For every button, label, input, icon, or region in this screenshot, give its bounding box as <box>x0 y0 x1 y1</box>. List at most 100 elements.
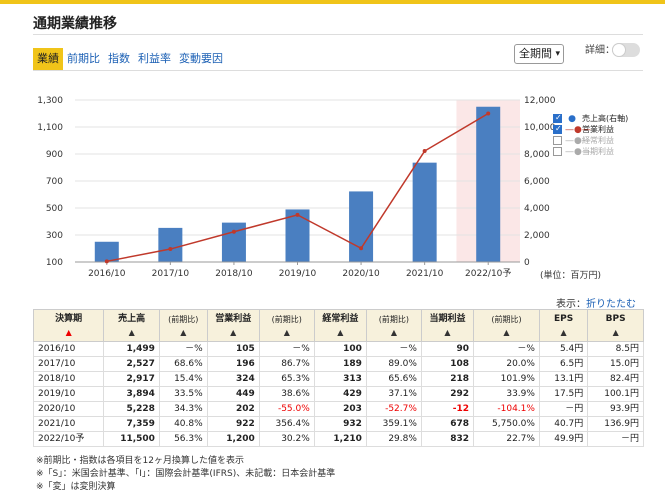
tab-bar: 業績 前期比 指数 利益率 変動要因 <box>33 48 227 70</box>
bar-sales <box>158 227 183 262</box>
table-cell: -12 <box>420 401 475 417</box>
bar-sales <box>412 162 437 262</box>
bar-sales <box>476 106 501 262</box>
tab-4[interactable]: 変動要因 <box>179 52 223 65</box>
sort-arrow-icon[interactable]: ▲ <box>337 327 344 337</box>
tab-3[interactable]: 利益率 <box>138 52 171 65</box>
table-cell: 429 <box>313 386 367 402</box>
column-header-label: EPS <box>554 313 574 324</box>
legend-item-1[interactable]: —●—営業利益 <box>553 124 628 135</box>
column-header[interactable]: (前期比) ▲ <box>158 309 208 342</box>
column-header[interactable]: 決算期 ▲ <box>32 309 105 342</box>
table-cell: 108 <box>420 356 475 372</box>
column-header[interactable]: BPS ▲ <box>587 309 644 342</box>
column-header[interactable]: (前期比) ▲ <box>473 309 540 342</box>
column-header[interactable]: EPS ▲ <box>538 309 589 342</box>
top-accent-bar <box>0 0 665 4</box>
table-cell: -55.0% <box>258 401 315 417</box>
column-header[interactable]: 売上高 ▲ <box>103 309 160 342</box>
tab-1[interactable]: 前期比 <box>67 52 100 65</box>
table-cell: 15.4% <box>158 371 208 387</box>
right-tick-label: 4,000 <box>524 204 550 214</box>
left-tick-label: 1,300 <box>37 96 63 106</box>
legend-checkbox[interactable] <box>553 147 562 156</box>
sort-arrow-icon[interactable]: ▲ <box>128 327 135 337</box>
line-marker-icon: —●— <box>565 124 591 135</box>
table-cell: 2020/10 <box>32 401 105 417</box>
table-cell: －円 <box>538 401 589 417</box>
table-row: 2019/10 3,894 33.5% 449 38.6% 429 37.1% 292 33.9… <box>32 386 644 402</box>
sort-arrow-icon[interactable]: ▲ <box>65 327 72 337</box>
table-cell: 17.5円 <box>538 386 589 402</box>
legend-checkbox[interactable] <box>553 113 562 123</box>
table-cell: 678 <box>420 416 475 432</box>
table-cell: －円 <box>587 431 644 447</box>
sort-arrow-icon[interactable]: ▲ <box>283 327 290 337</box>
column-header-label: (前期比) <box>168 314 199 324</box>
table-cell: 105 <box>206 341 260 357</box>
legend-label: 当期利益 <box>582 147 614 156</box>
table-cell: 3,894 <box>103 386 160 402</box>
table-cell: 359.1% <box>365 416 422 432</box>
legend-item-0[interactable]: ● 売上高(右軸) <box>553 113 628 124</box>
right-tick-label: 8,000 <box>524 150 550 160</box>
table-cell: -104.1% <box>473 401 540 417</box>
table-cell: 2022/10予 <box>32 431 105 447</box>
table-row: 2020/10 5,228 34.3% 202 -55.0% 203 -52.7% -12 -1… <box>32 401 644 417</box>
tabs-divider <box>33 70 643 71</box>
column-header[interactable]: 営業利益 ▲ <box>206 309 260 342</box>
tab-2[interactable]: 指数 <box>108 52 130 65</box>
sort-arrow-icon[interactable]: ▲ <box>390 327 397 337</box>
table-cell: 40.8% <box>158 416 208 432</box>
table-cell: 832 <box>420 431 475 447</box>
column-header[interactable]: (前期比) ▲ <box>258 309 315 342</box>
sort-arrow-icon[interactable]: ▲ <box>444 327 451 337</box>
column-header[interactable]: 経常利益 ▲ <box>313 309 367 342</box>
table-cell: 20.0% <box>473 356 540 372</box>
tab-0[interactable]: 業績 <box>33 48 63 70</box>
column-header-label: 当期利益 <box>429 313 466 324</box>
table-cell: 86.7% <box>258 356 315 372</box>
period-select-value: 全期間 <box>519 47 552 60</box>
table-cell: 65.3% <box>258 371 315 387</box>
legend-item-3[interactable]: —●— 当期利益 <box>553 146 628 157</box>
x-tick-label: 2020/10 <box>342 269 380 279</box>
legend-checkbox[interactable] <box>553 136 562 145</box>
column-header[interactable]: 当期利益 ▲ <box>420 309 475 342</box>
table-cell: 203 <box>313 401 367 417</box>
table-cell: 292 <box>420 386 475 402</box>
legend-checkbox[interactable] <box>553 124 562 134</box>
legend-item-2[interactable]: —●— 経常利益 <box>553 135 628 146</box>
table-cell: －% <box>365 341 422 357</box>
chart-legend: ●売上高(右軸)—●—営業利益—●—経常利益—●—当期利益 <box>553 113 628 157</box>
column-header[interactable]: (前期比) ▲ <box>365 309 422 342</box>
table-cell: 93.9円 <box>587 401 644 417</box>
sort-arrow-icon[interactable]: ▲ <box>560 327 567 337</box>
sort-arrow-icon[interactable]: ▲ <box>612 327 619 337</box>
right-tick-label: 0 <box>524 258 530 268</box>
table-row: 2018/10 2,917 15.4% 324 65.3% 313 65.6% 218 101.… <box>32 371 644 387</box>
collapse-link[interactable]: 折りたたむ <box>586 299 636 310</box>
table-cell: 196 <box>206 356 260 372</box>
left-tick-label: 300 <box>46 231 63 241</box>
table-cell: 2021/10 <box>32 416 105 432</box>
table-cell: 30.2% <box>258 431 315 447</box>
right-tick-label: 2,000 <box>524 231 550 241</box>
sort-arrow-icon[interactable]: ▲ <box>180 327 187 337</box>
sort-arrow-icon[interactable]: ▲ <box>503 327 510 337</box>
x-tick-label: 2018/10 <box>215 269 253 279</box>
table-cell: 15.0円 <box>587 356 644 372</box>
point-operating-profit <box>231 229 236 234</box>
sort-arrow-icon[interactable]: ▲ <box>230 327 237 337</box>
bar-sales <box>94 241 119 262</box>
table-cell: 2016/10 <box>32 341 105 357</box>
table-cell: 313 <box>313 371 367 387</box>
point-operating-profit <box>104 259 109 264</box>
detail-toggle[interactable] <box>612 43 640 57</box>
dot-icon: ● <box>568 113 576 124</box>
table-cell: －% <box>473 341 540 357</box>
x-tick-label: 2019/10 <box>279 269 317 279</box>
table-cell: 7,359 <box>103 416 160 432</box>
performance-chart: 1,300 12,000 1,100 10,000 900 8,000 700 6,000 50… <box>37 96 556 279</box>
period-select[interactable]: 全期間 ▾ <box>514 44 564 64</box>
